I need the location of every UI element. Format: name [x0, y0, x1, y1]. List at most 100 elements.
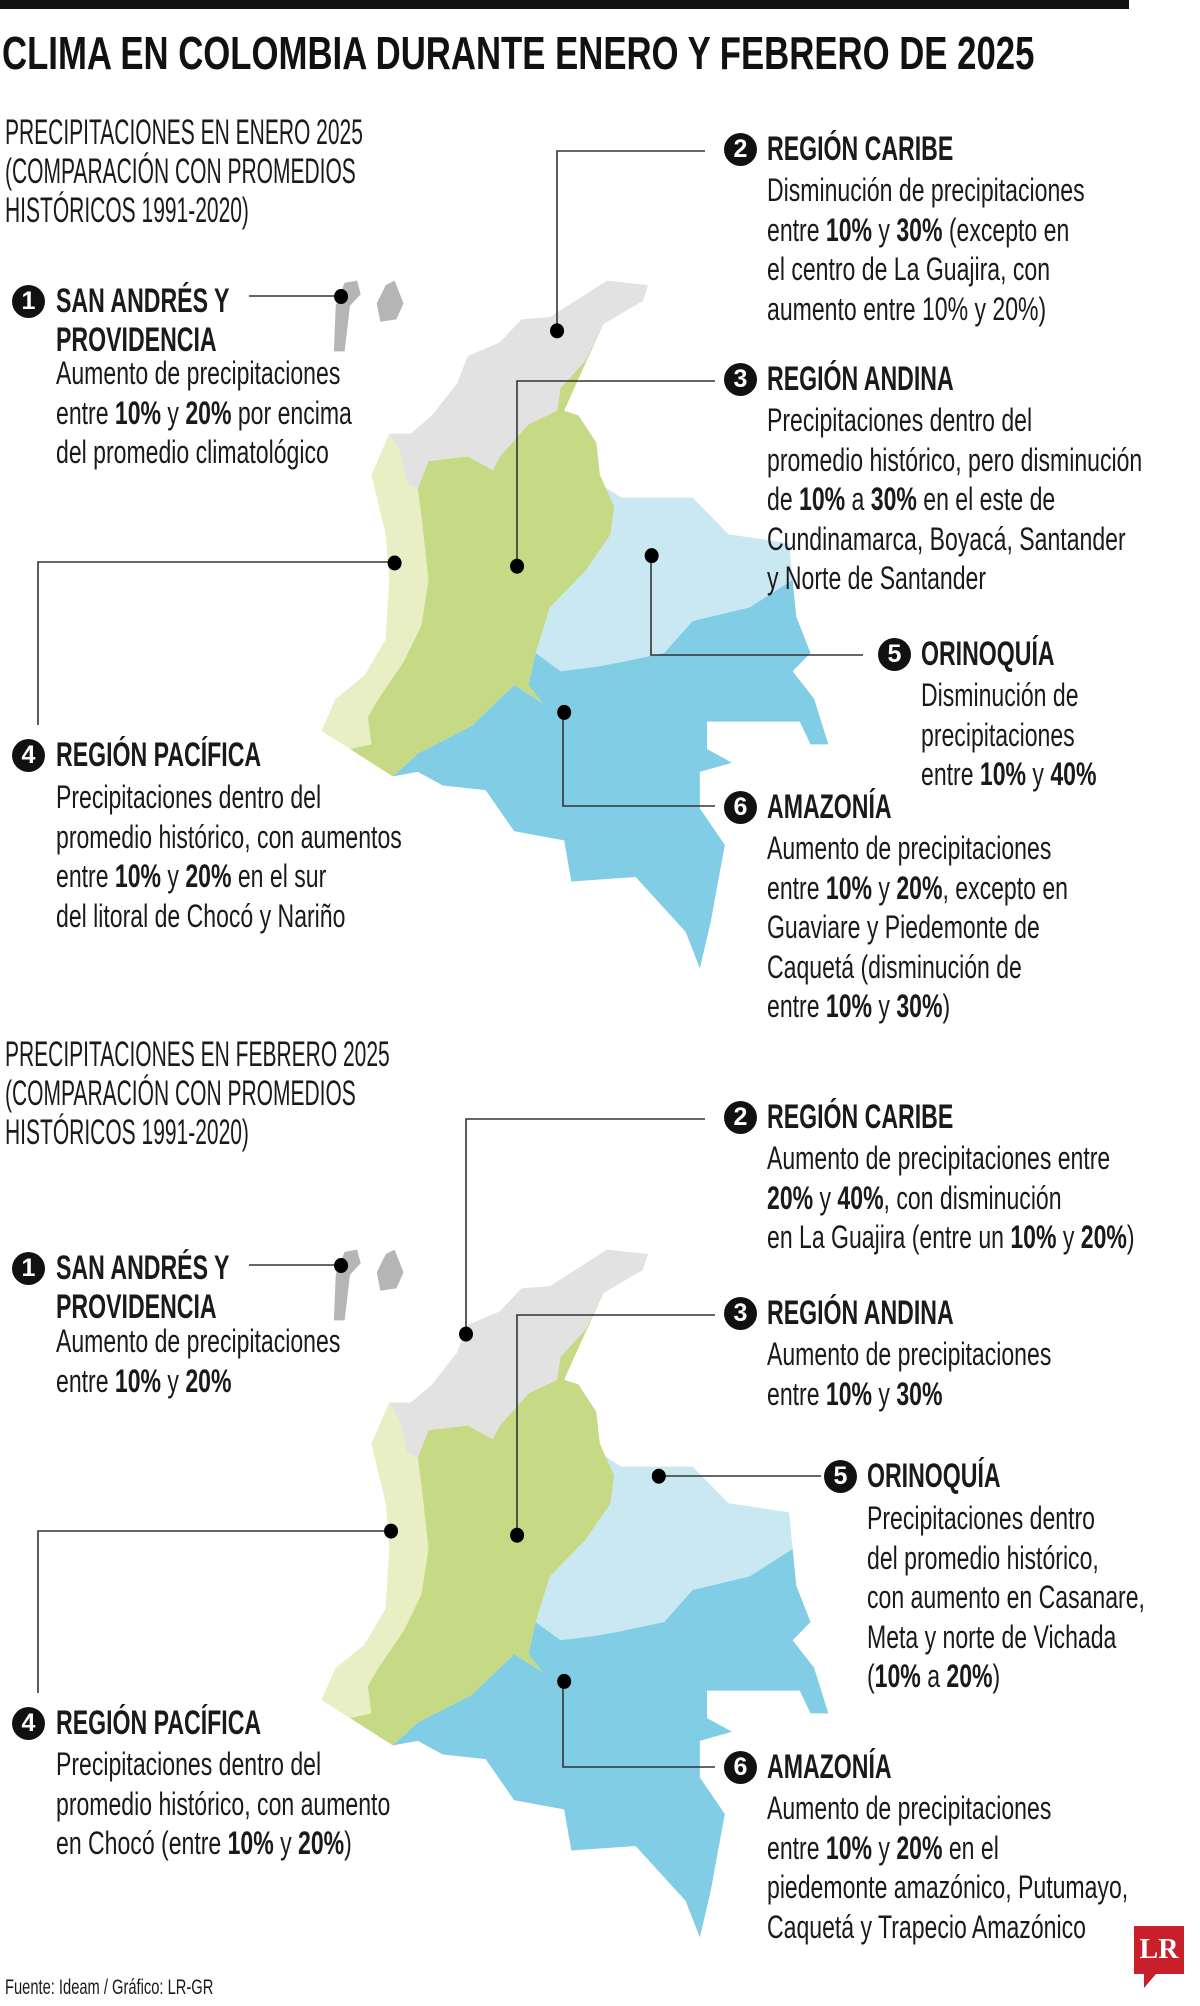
marker-dot-orinoquia: [644, 548, 659, 564]
region-description-line: entre 10% y 30%): [767, 986, 950, 1026]
region-description-line: aumento entre 10% y 20%): [767, 289, 1046, 329]
region-title: AMAZONÍA: [767, 788, 892, 826]
text-segment: del litoral de Chocó y Nariño: [56, 897, 346, 934]
region-number-badge: 4: [12, 739, 45, 772]
text-segment: (excepto en: [942, 211, 1070, 248]
section-heading: HISTÓRICOS 1991-2020): [5, 1113, 249, 1152]
region-description-line: del promedio climatológico: [56, 432, 329, 472]
region-title: REGIÓN ANDINA: [767, 1294, 954, 1332]
region-description-line: (10% a 20%): [867, 1656, 1000, 1696]
region-number-badge: 1: [12, 285, 45, 318]
region-number-badge: 5: [878, 638, 911, 671]
highlight-percent: 10%: [979, 756, 1027, 793]
text-segment: Caquetá (disminución de: [767, 948, 1022, 985]
region-description-line: con aumento en Casanare,: [867, 1577, 1145, 1617]
highlight-percent: 10%: [825, 1829, 873, 1866]
text-segment: entre: [767, 211, 826, 248]
map-region-caribe: [389, 280, 649, 489]
leader-line-amazonia: [562, 1682, 715, 1768]
lr-logo-text: LR: [1139, 1934, 1179, 1965]
highlight-percent: 10%: [1010, 1219, 1057, 1256]
text-segment: y: [1056, 1219, 1081, 1256]
text-segment: del promedio histórico,: [867, 1539, 1099, 1576]
leader-line-pacifica: [37, 561, 391, 725]
text-segment: con aumento en Casanare,: [867, 1579, 1145, 1616]
text-segment: entre: [56, 858, 115, 895]
region-description-line: en Chocó (entre 10% y 20%): [56, 1823, 352, 1863]
text-segment: Precipitaciones dentro: [867, 1500, 1095, 1536]
region-description-line: entre 10% y 20% en el: [767, 1828, 999, 1868]
highlight-percent: 30%: [896, 211, 943, 248]
map-region-providencia: [376, 280, 404, 322]
text-segment: Aumento de precipitaciones: [767, 1336, 1052, 1372]
text-segment: y: [872, 1375, 897, 1412]
map-febrero: [321, 1249, 829, 1938]
highlight-percent: 10%: [825, 211, 873, 248]
text-segment: y: [872, 211, 897, 248]
region-description-line: Disminución de precipitaciones: [767, 170, 1085, 210]
text-segment: Guaviare y Piedemonte de: [767, 909, 1040, 946]
leader-line-orinoquia: [650, 556, 863, 656]
highlight-percent: 10%: [114, 858, 162, 895]
region-description-line: entre 10% y 20% por encima: [56, 393, 352, 433]
marker-dot-orinoquia: [651, 1468, 666, 1484]
leader-line-caribe: [465, 1118, 705, 1334]
text-segment: Precipitaciones dentro del: [767, 402, 1033, 438]
map-region-amazonia: [392, 1548, 829, 1938]
text-segment: y Norte de Santander: [767, 560, 987, 597]
text-segment: ): [1126, 1219, 1135, 1256]
region-description-line: promedio histórico, con aumento: [56, 1784, 390, 1824]
source-credit: Fuente: Ideam / Gráfico: LR-GR: [5, 1976, 214, 1999]
text-segment: ): [344, 1825, 352, 1862]
text-segment: y: [1026, 756, 1051, 793]
text-segment: entre: [56, 394, 115, 431]
region-description-line: Precipitaciones dentro: [867, 1498, 1095, 1538]
marker-dot-amazonia: [557, 1673, 572, 1689]
text-segment: entre: [767, 988, 826, 1025]
text-segment: Aumento de precipitaciones entre: [767, 1140, 1111, 1176]
text-segment: en el sur: [231, 858, 327, 895]
region-title: SAN ANDRÉS Y: [56, 282, 230, 320]
text-segment: Aumento de precipitaciones: [56, 1323, 341, 1359]
text-segment: en el este de: [916, 481, 1056, 518]
region-description-line: Aumento de precipitaciones entre: [767, 1138, 1110, 1178]
region-number-badge: 4: [12, 1707, 45, 1740]
region-title: AMAZONÍA: [767, 1748, 892, 1786]
region-description-line: entre 10% y 30% (excepto en: [767, 210, 1069, 250]
region-description-line: entre 10% y 20% en el sur: [56, 856, 326, 896]
region-title: SAN ANDRÉS Y: [56, 1249, 230, 1287]
section-heading: (COMPARACIÓN CON PROMEDIOS: [5, 152, 356, 191]
marker-dot-andina: [510, 558, 525, 574]
highlight-percent: 10%: [825, 988, 873, 1025]
highlight-percent: 20%: [185, 858, 232, 895]
text-segment: promedio histórico, pero disminución: [767, 441, 1143, 478]
region-description-line: Aumento de precipitaciones: [56, 353, 340, 393]
text-segment: en el: [942, 1829, 999, 1866]
highlight-percent: 20%: [946, 1658, 993, 1695]
region-description-line: Meta y norte de Vichada: [867, 1617, 1116, 1657]
highlight-percent: 20%: [185, 394, 232, 431]
text-segment: Aumento de precipitaciones: [767, 1790, 1052, 1826]
highlight-percent: 10%: [114, 394, 162, 431]
region-description-line: Aumento de precipitaciones: [767, 1788, 1051, 1828]
region-title: PROVIDENCIA: [56, 321, 217, 359]
region-title: ORINOQUÍA: [867, 1457, 1001, 1495]
region-title: REGIÓN CARIBE: [767, 1098, 954, 1136]
text-segment: y: [161, 858, 186, 895]
region-description-line: Aumento de precipitaciones: [767, 828, 1051, 868]
region-number-badge: 1: [12, 1252, 45, 1285]
region-number-badge: 6: [724, 791, 757, 824]
text-segment: Aumento de precipitaciones: [767, 830, 1052, 866]
section-heading: (COMPARACIÓN CON PROMEDIOS: [5, 1074, 356, 1113]
text-segment: Cundinamarca, Boyacá, Santander: [767, 520, 1126, 557]
region-description-line: entre 10% y 40%: [921, 754, 1096, 794]
region-number-badge: 3: [724, 1297, 757, 1330]
map-region-providencia: [376, 1249, 404, 1291]
region-description-line: y Norte de Santander: [767, 558, 986, 598]
highlight-percent: 10%: [799, 481, 846, 518]
text-segment: el centro de La Guajira, con: [767, 251, 1051, 288]
region-description-line: piedemonte amazónico, Putumayo,: [767, 1867, 1128, 1907]
highlight-percent: 10%: [825, 869, 873, 906]
map-region-andina: [349, 1292, 615, 1746]
text-segment: Meta y norte de Vichada: [867, 1618, 1117, 1655]
